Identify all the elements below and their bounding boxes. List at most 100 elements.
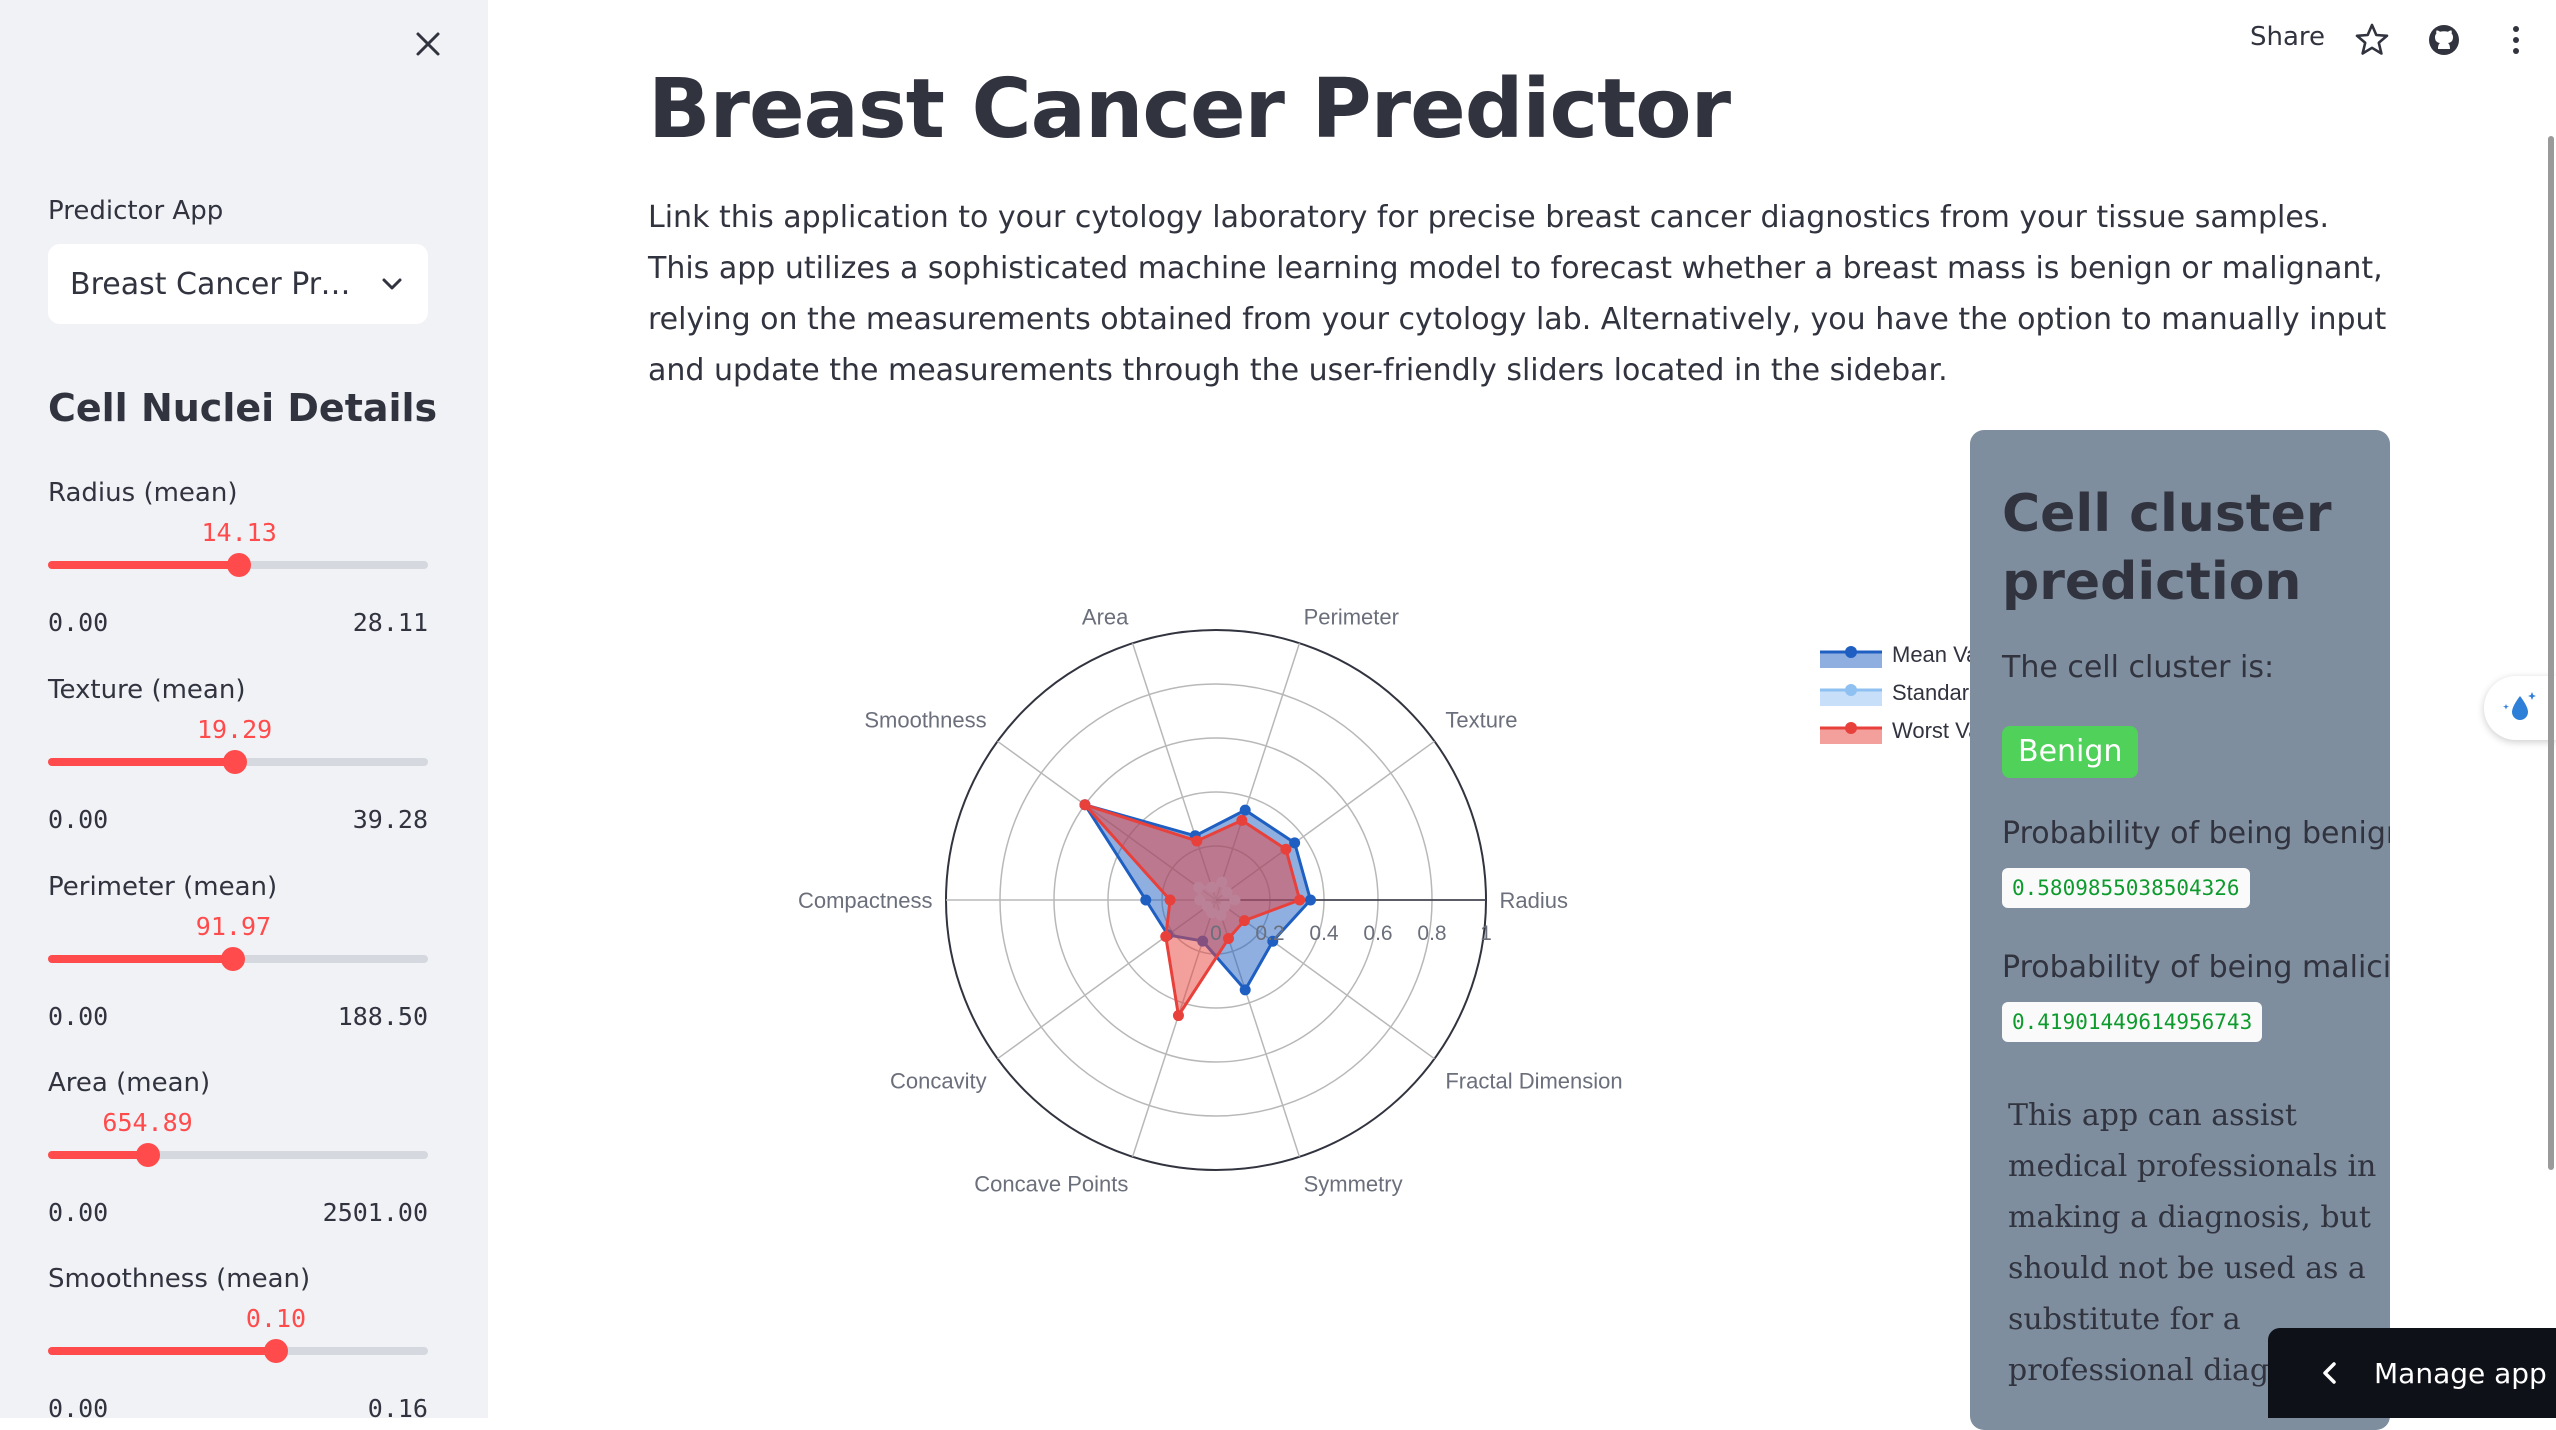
radar-axis-label: Concave Points: [974, 1172, 1128, 1197]
sidebar: Predictor App Breast Cancer Predictor Ce…: [0, 0, 488, 1418]
slider-min: 0.00: [48, 1198, 109, 1227]
slider-thumb[interactable]: [264, 1339, 288, 1363]
github-icon: [2429, 25, 2459, 55]
more-vert-icon: [2513, 26, 2519, 54]
radar-chart-svg: 0 0.2 0.4 0.6 0.8 1 Radius Texture Perimeter Area…: [798, 604, 2000, 1197]
radar-axis-label: Texture: [1445, 707, 1517, 732]
page-title: Breast Cancer Predictor: [648, 62, 1731, 157]
legend-marker: [1845, 722, 1857, 734]
manage-app-button[interactable]: Manage app: [2268, 1328, 2556, 1418]
slider-texture-mean[interactable]: Texture (mean) 19.29 0.00 39.28: [48, 675, 428, 865]
slider-track[interactable]: [48, 1347, 428, 1355]
slider-thumb[interactable]: [227, 553, 252, 577]
slider-area-mean[interactable]: Area (mean) 654.89 0.00 2501.00: [48, 1068, 428, 1258]
slider-thumb[interactable]: [221, 947, 246, 971]
radar-axis-label: Smoothness: [864, 707, 986, 732]
radar-data-point: [1140, 894, 1152, 906]
star-icon: [2355, 23, 2389, 55]
slider-label: Radius (mean): [48, 478, 238, 508]
slider-track[interactable]: [48, 1151, 428, 1159]
radar-tick-label: 0.6: [1363, 922, 1392, 945]
chevron-left-icon: [2323, 1362, 2336, 1384]
slider-fill: [48, 561, 240, 569]
radar-data-point: [1294, 894, 1306, 906]
radar-axis-label: Area: [1082, 604, 1129, 629]
legend-marker: [1845, 646, 1857, 658]
slider-min: 0.00: [48, 608, 109, 637]
slider-max: 39.28: [352, 805, 428, 834]
radar-data-point: [1164, 894, 1176, 906]
radar-tick-label: 0.2: [1255, 922, 1284, 945]
slider-radius-mean[interactable]: Radius (mean) 14.13 0.00 28.11: [48, 478, 428, 668]
radar-data-point: [1160, 931, 1172, 943]
prediction-disclaimer: This app can assist medical professional…: [2008, 1098, 2377, 1388]
slider-thumb[interactable]: [222, 750, 247, 774]
slider-max: 188.50: [337, 1002, 428, 1031]
radar-data-point: [1191, 835, 1203, 847]
chevron-down-icon: [382, 278, 402, 290]
slider-smoothness-mean[interactable]: Smoothness (mean) 0.10 0.00 0.16: [48, 1264, 428, 1418]
radar-data-point: [1280, 843, 1292, 855]
manage-app-label: Manage app: [2374, 1356, 2547, 1390]
slider-value: 19.29: [196, 715, 273, 744]
legend-swatch: [1820, 728, 1882, 744]
slider-fill: [48, 1347, 276, 1355]
radar-data-point: [1289, 837, 1301, 849]
cell-nuclei-heading: Cell Nuclei Details: [48, 386, 438, 430]
radar-data-point: [1236, 814, 1248, 826]
slider-fill: [48, 758, 235, 766]
radar-axis-label: Perimeter: [1304, 604, 1399, 629]
prediction-panel: Cell cluster prediction The cell cluster…: [1970, 430, 2390, 1430]
slider-value: 91.97: [195, 912, 272, 941]
slider-label: Texture (mean): [48, 675, 246, 705]
assistant-fab[interactable]: [2484, 676, 2556, 740]
slider-min: 0.00: [48, 805, 109, 834]
radar-axis-label: Radius: [1500, 888, 1568, 913]
github-button[interactable]: [2424, 20, 2464, 60]
radar-axis-label: Fractal Dimension: [1445, 1069, 1622, 1094]
star-button[interactable]: [2352, 20, 2392, 60]
slider-min: 0.00: [48, 1002, 109, 1031]
radar-tick-label: 0.8: [1417, 922, 1446, 945]
radar-tick-label: 0: [1210, 922, 1222, 945]
close-icon: [416, 32, 440, 56]
more-options-button[interactable]: [2496, 20, 2536, 60]
radar-data-point: [1239, 804, 1251, 816]
malicious-probability-label: Probability of being malicious:: [2002, 950, 2390, 985]
slider-value: 14.13: [201, 518, 277, 547]
predictor-app-label: Predictor App: [48, 196, 224, 226]
close-sidebar-button[interactable]: [408, 24, 448, 64]
predictor-app-select[interactable]: Breast Cancer Predictor: [48, 244, 428, 324]
slider-label: Area (mean): [48, 1068, 211, 1098]
page-scrollbar[interactable]: [2548, 136, 2554, 1170]
sparkle-drop-icon: [2503, 692, 2536, 720]
slider-min: 0.00: [48, 1394, 109, 1418]
slider-max: 0.16: [367, 1394, 428, 1418]
radar-data-point: [1079, 799, 1091, 811]
legend-swatch: [1820, 652, 1882, 668]
slider-label: Perimeter (mean): [48, 872, 278, 902]
radar-data-point: [1239, 984, 1251, 996]
prediction-subtitle: The cell cluster is:: [2002, 650, 2275, 685]
slider-value: 0.10: [245, 1304, 307, 1333]
radar-data-point: [1305, 894, 1316, 906]
radar-tick-label: 0.4: [1309, 922, 1339, 945]
slider-thumb[interactable]: [135, 1143, 160, 1167]
radar-tick-label: 1: [1480, 922, 1492, 945]
radar-data-point: [1238, 915, 1250, 927]
radar-data-point: [1172, 1010, 1184, 1022]
radar-axis-label: Symmetry: [1304, 1172, 1403, 1197]
slider-perimeter-mean[interactable]: Perimeter (mean) 91.97 0.00 188.50: [48, 872, 428, 1062]
radar-chart: 0 0.2 0.4 0.6 0.8 1 Radius Texture Perimeter Area…: [760, 560, 2000, 1240]
radar-data-point: [1223, 933, 1235, 945]
radar-axis-label: Compactness: [798, 888, 933, 913]
legend-swatch: [1820, 690, 1882, 706]
share-button[interactable]: Share: [2250, 22, 2326, 52]
radar-axis-label: Concavity: [890, 1069, 987, 1094]
radar-data-point: [1267, 935, 1279, 947]
prediction-title: Cell cluster prediction: [2002, 484, 2332, 612]
slider-value: 654.89: [102, 1108, 193, 1137]
benign-probability-label: Probability of being benign:: [2002, 816, 2390, 851]
page-description: Link this application to your cytology l…: [648, 200, 2387, 388]
malicious-probability-value: 0.41901449614956743: [2002, 1002, 2263, 1042]
